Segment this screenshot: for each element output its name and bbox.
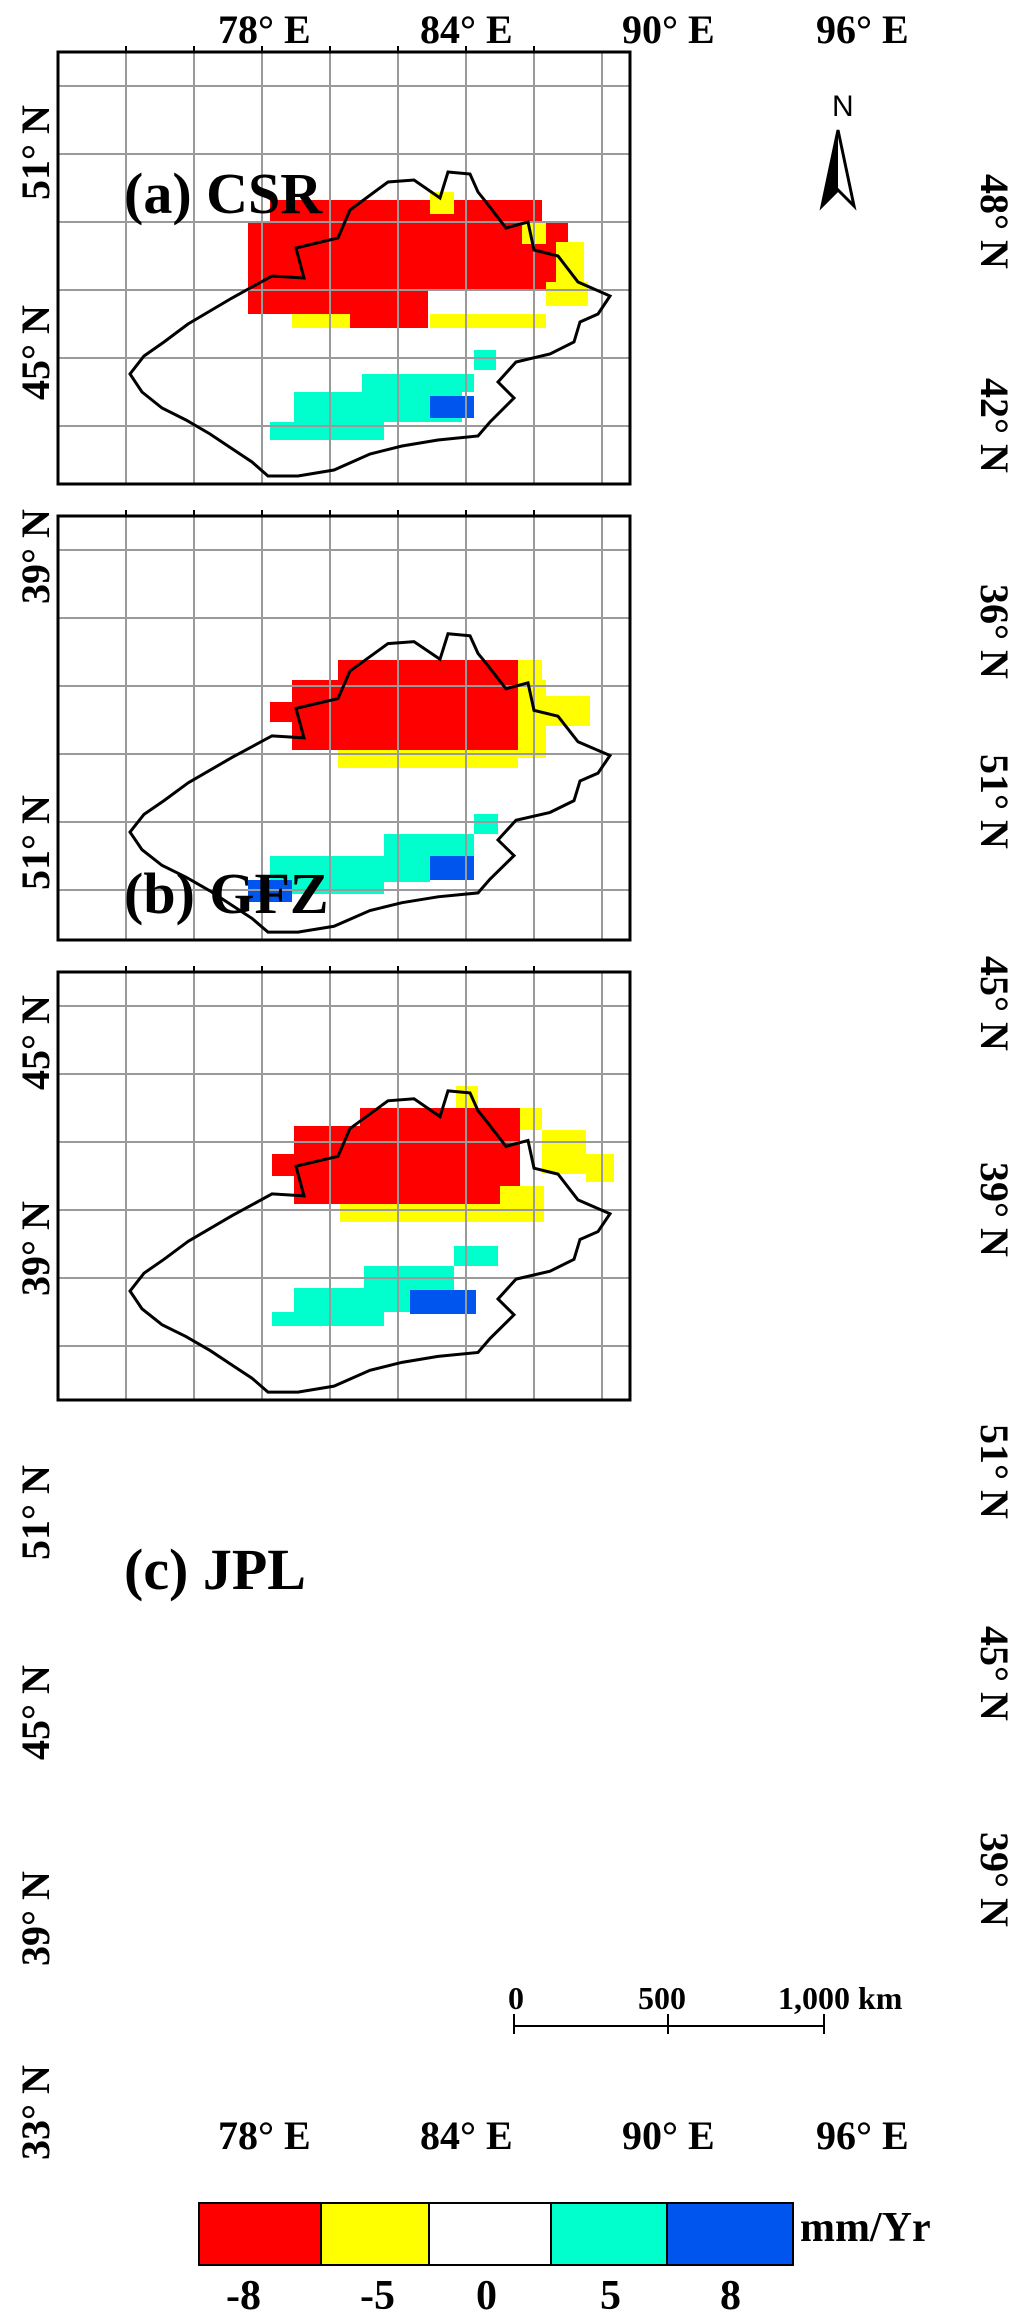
left-lat-label: 51° N [13,1465,58,1560]
bottom-lon-label: 84° E [420,2113,513,2158]
right-lat-label: 51° N [972,754,1017,849]
trend-cell [248,290,428,314]
panel-title: (c) JPL [124,1537,306,1602]
scale-label: 500 [638,1980,686,2016]
top-lon-label: 96° E [816,7,909,52]
trend-cell [586,1154,614,1182]
trend-cell [500,1186,544,1204]
legend-value: -5 [360,2273,395,2319]
right-lat-label: 39° N [972,1162,1017,1257]
trend-cell [292,680,518,734]
province-outline [128,170,613,478]
top-lon-label: 78° E [218,7,311,52]
trend-cell [430,314,546,328]
legend-value: 5 [600,2273,621,2319]
left-lat-label: 39° N [13,1201,58,1296]
scale-label: 0 [508,1980,524,2016]
trend-cell [248,222,568,290]
legend-value: -8 [226,2273,261,2319]
trend-cell [270,702,292,722]
north-arrow-fill [822,130,838,206]
trend-cell [350,314,428,328]
left-lat-label: 45° N [13,995,58,1090]
trend-cell [430,396,474,418]
trend-cell [546,282,588,306]
trend-cell [294,1126,520,1186]
trend-cell [518,660,542,680]
left-lat-label: 33° N [13,2065,58,2160]
north-label: N [832,90,854,123]
right-lat-label: 45° N [972,1626,1017,1721]
trend-cell [430,192,454,214]
right-lat-label: 48° N [972,174,1017,269]
panel-frame [56,50,632,486]
top-lon-label: 84° E [420,7,513,52]
trend-cell [292,734,518,750]
trend-cell [272,1312,384,1326]
province-outline [128,632,613,934]
legend-swatch [320,2202,432,2266]
legend-swatch [550,2202,670,2266]
trend-cell [270,856,430,882]
panel-frame [56,970,632,1402]
legend-swatch [428,2202,554,2266]
right-lat-label: 36° N [972,584,1017,679]
right-lat-label: 51° N [972,1424,1017,1519]
trend-cell [474,350,496,370]
trend-cell [474,814,498,834]
trend-cell [454,1246,498,1266]
bottom-lon-label: 90° E [622,2113,715,2158]
trend-cell [340,1204,544,1222]
trend-cell [338,750,518,768]
panel-title: (b) GFZ [124,861,329,926]
legend-swatch [198,2202,324,2266]
left-lat-label: 39° N [13,1871,58,1966]
trend-cell [556,242,584,282]
left-lat-label: 45° N [13,305,58,400]
scale-label: 1,000 km [778,1980,903,2016]
panel-frame [56,514,632,942]
trend-cell [338,660,518,680]
bottom-lon-label: 78° E [218,2113,311,2158]
top-lon-label: 90° E [622,7,715,52]
province-outline [128,1089,613,1394]
trend-cell [518,680,546,758]
bottom-lon-label: 96° E [816,2113,909,2158]
legend-value: 0 [476,2273,497,2319]
left-lat-label: 39° N [13,509,58,604]
legend-swatch [666,2202,794,2266]
left-lat-label: 51° N [13,105,58,200]
left-lat-label: 51° N [13,795,58,890]
trend-cell [542,1130,586,1174]
panel-title: (a) CSR [124,161,323,226]
trend-cell [546,696,590,726]
trend-cell [272,1154,294,1176]
legend-unit: mm/Yr [800,2205,931,2251]
right-lat-label: 45° N [972,956,1017,1051]
right-lat-label: 42° N [972,378,1017,473]
trend-cell [362,374,474,392]
trend-cell [270,200,542,222]
left-lat-label: 45° N [13,1665,58,1760]
right-lat-label: 39° N [972,1832,1017,1927]
trend-cell [520,1108,542,1130]
legend-value: 8 [720,2273,741,2319]
trend-cell [270,422,384,440]
trend-cell [430,856,474,880]
trend-cell [292,314,350,328]
